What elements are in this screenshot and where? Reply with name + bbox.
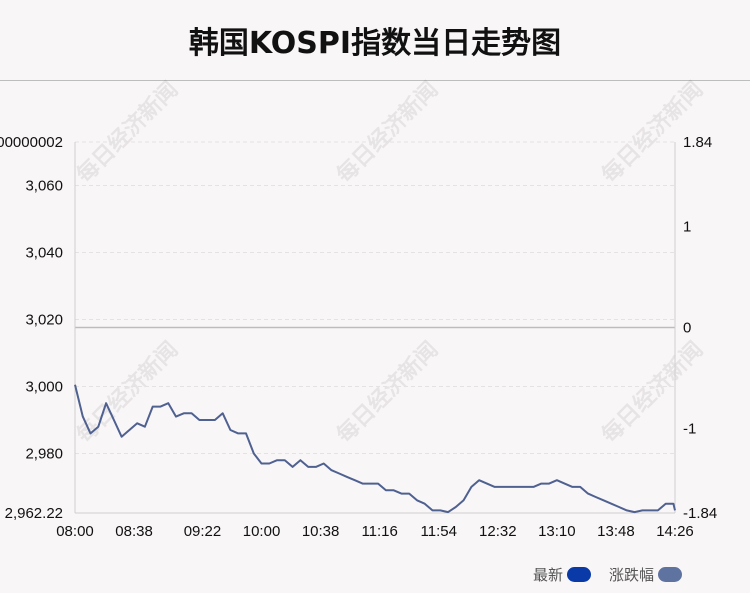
- title-divider: [0, 80, 750, 81]
- y-right-tick-label: 0: [683, 320, 691, 337]
- x-tick-label: 14:26: [656, 523, 694, 540]
- legend-swatch-latest: [567, 567, 592, 582]
- x-tick-label: 13:48: [597, 523, 635, 540]
- x-tick-label: 10:38: [302, 523, 340, 540]
- x-tick-label: 11:54: [421, 523, 457, 540]
- legend: 最新: [533, 564, 592, 585]
- legend-label-latest: 最新: [533, 566, 564, 584]
- x-tick-label: 12:32: [479, 523, 517, 540]
- y-left-tick-label: 2,980: [25, 445, 63, 462]
- y-right-tick-label: 1: [683, 219, 691, 236]
- y-right-tick-label: 1.84: [683, 134, 712, 151]
- y-left-tick-label: 3,060: [25, 178, 63, 195]
- y-right-tick-label: -1: [683, 420, 696, 437]
- y-left-tick-label: 3,073.0000000002: [0, 134, 63, 151]
- legend-swatch-change: [658, 567, 683, 582]
- chart-title: 韩国KOSPI指数当日走势图: [188, 26, 562, 61]
- series-line-latest: [74, 384, 676, 514]
- y-left-tick-label: 3,020: [25, 311, 63, 328]
- x-tick-label: 13:10: [538, 523, 576, 540]
- y-left-tick-label: 3,040: [25, 245, 63, 262]
- x-tick-label: 08:00: [56, 523, 94, 540]
- y-left-tick-label: 2,962.22: [5, 505, 63, 522]
- legend: 涨跌幅: [609, 564, 683, 585]
- y-left-tick-label: 3,000: [25, 378, 63, 395]
- y-right-tick-label: -1.84: [683, 505, 717, 522]
- x-tick-label: 10:00: [243, 523, 281, 540]
- legend-label-change: 涨跌幅: [609, 566, 655, 584]
- x-tick-label: 08:38: [115, 523, 153, 540]
- x-tick-label: 11:16: [361, 523, 397, 540]
- x-tick-label: 09:22: [184, 523, 222, 540]
